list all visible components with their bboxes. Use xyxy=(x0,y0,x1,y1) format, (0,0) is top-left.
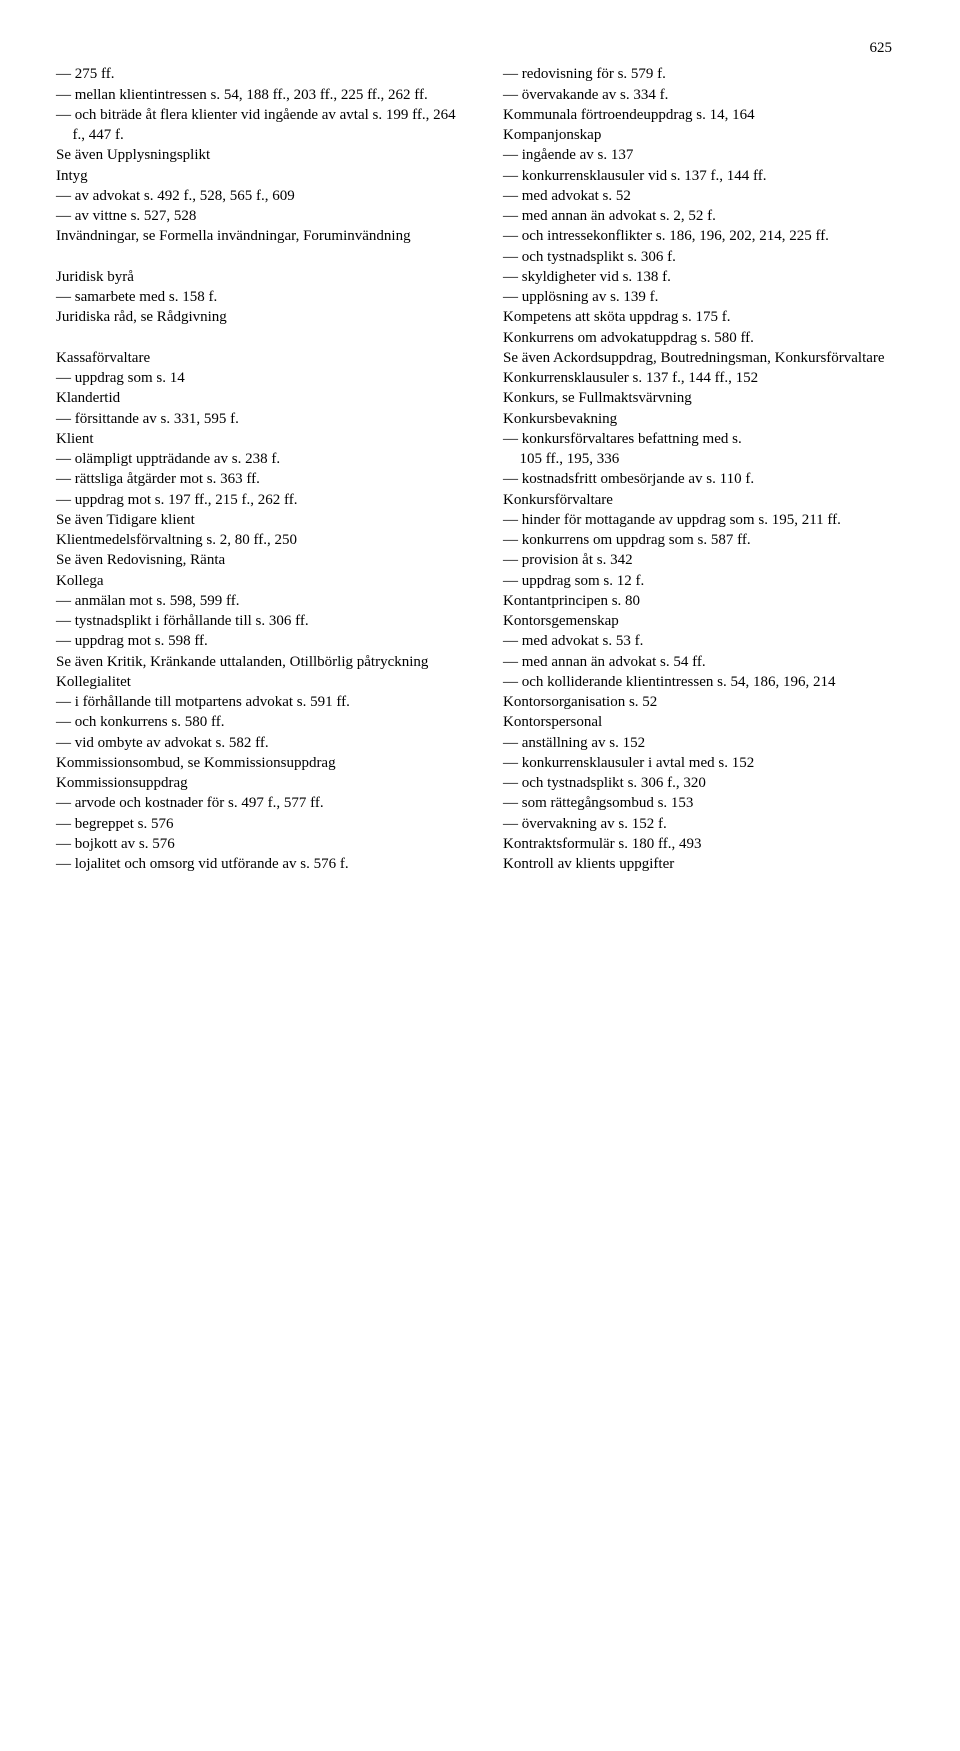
index-heading: Konkurrens om advokatuppdrag s. 580 ff. xyxy=(503,328,912,348)
blank-line xyxy=(56,247,465,267)
index-subentry: uppdrag mot s. 197 ff., 215 f., 262 ff. xyxy=(56,490,465,510)
index-heading: Klient xyxy=(56,429,465,449)
index-heading: Juridiska råd, se Rådgivning xyxy=(56,307,465,327)
index-heading: Se även Tidigare klient xyxy=(56,510,465,530)
index-subentry: anställning av s. 152 xyxy=(503,733,912,753)
index-heading: Kommunala förtroendeuppdrag s. 14, 164 xyxy=(503,105,912,125)
index-subentry: och konkurrens s. 580 ff. xyxy=(56,712,465,732)
index-heading: Kontantprincipen s. 80 xyxy=(503,591,912,611)
index-subentry: av vittne s. 527, 528 xyxy=(56,206,465,226)
index-heading: Klientmedelsförvaltning s. 2, 80 ff., 25… xyxy=(56,530,465,550)
index-heading: Se även Redovisning, Ränta xyxy=(56,550,465,570)
index-subentry: som rättegångsombud s. 153 xyxy=(503,793,912,813)
index-heading: Kontraktsformulär s. 180 ff., 493 xyxy=(503,834,912,854)
index-subentry: med advokat s. 52 xyxy=(503,186,912,206)
index-subentry: konkurrens om uppdrag som s. 587 ff. xyxy=(503,530,912,550)
index-subentry: skyldigheter vid s. 138 f. xyxy=(503,267,912,287)
index-heading: Klandertid xyxy=(56,388,465,408)
index-subentry: samarbete med s. 158 f. xyxy=(56,287,465,307)
index-heading: Kompanjonskap xyxy=(503,125,912,145)
index-subentry: uppdrag som s. 14 xyxy=(56,368,465,388)
page-number: 625 xyxy=(56,38,912,58)
index-subentry: ingående av s. 137 xyxy=(503,145,912,165)
index-subentry: övervakande av s. 334 f. xyxy=(503,85,912,105)
index-subentry: olämpligt uppträdande av s. 238 f. xyxy=(56,449,465,469)
index-subentry: med annan än advokat s. 54 ff. xyxy=(503,652,912,672)
index-heading: Se även Kritik, Kränkande uttalanden, Ot… xyxy=(56,652,465,672)
index-heading: Kontroll av klients uppgifter xyxy=(503,854,912,874)
index-heading: Kompetens att sköta uppdrag s. 175 f. xyxy=(503,307,912,327)
index-subentry: tystnadsplikt i förhållande till s. 306 … xyxy=(56,611,465,631)
right-column: redovisning för s. 579 f.övervakande av … xyxy=(503,64,912,874)
index-subentry: 275 ff. xyxy=(56,64,465,84)
index-heading: Konkurrensklausuler s. 137 f., 144 ff., … xyxy=(503,368,912,388)
index-subentry: vid ombyte av advokat s. 582 ff. xyxy=(56,733,465,753)
index-subentry: konkurrensklausuler vid s. 137 f., 144 f… xyxy=(503,166,912,186)
index-subentry: rättsliga åtgärder mot s. 363 ff. xyxy=(56,469,465,489)
index-subentry: och intressekonflikter s. 186, 196, 202,… xyxy=(503,226,912,246)
index-heading: Intyg xyxy=(56,166,465,186)
index-heading: Invändningar, se Formella invändningar, … xyxy=(56,226,465,246)
index-subentry: redovisning för s. 579 f. xyxy=(503,64,912,84)
index-subentry: i förhållande till motpartens advokat s.… xyxy=(56,692,465,712)
index-subentry: och tystnadsplikt s. 306 f., 320 xyxy=(503,773,912,793)
index-heading: Konkursbevakning xyxy=(503,409,912,429)
index-subentry: uppdrag som s. 12 f. xyxy=(503,571,912,591)
index-heading: Se även Ackordsuppdrag, Boutredningsman,… xyxy=(503,348,912,368)
blank-line xyxy=(56,328,465,348)
index-columns: 275 ff.mellan klientintressen s. 54, 188… xyxy=(56,64,912,874)
index-subentry: konkurrensklausuler i avtal med s. 152 xyxy=(503,753,912,773)
index-subentry: arvode och kostnader för s. 497 f., 577 … xyxy=(56,793,465,813)
index-heading: Konkursförvaltare xyxy=(503,490,912,510)
index-heading: Juridisk byrå xyxy=(56,267,465,287)
index-subentry: provision åt s. 342 xyxy=(503,550,912,570)
index-heading: Kommissionsuppdrag xyxy=(56,773,465,793)
index-subentry: 105 ff., 195, 336 xyxy=(503,449,912,469)
index-subentry: konkursförvaltares befattning med s. xyxy=(503,429,912,449)
index-subentry: av advokat s. 492 f., 528, 565 f., 609 xyxy=(56,186,465,206)
index-subentry: begreppet s. 576 xyxy=(56,814,465,834)
index-heading: Kommissionsombud, se Kommissionsuppdrag xyxy=(56,753,465,773)
index-subentry: med annan än advokat s. 2, 52 f. xyxy=(503,206,912,226)
index-subentry: med advokat s. 53 f. xyxy=(503,631,912,651)
index-heading: Se även Upplysningsplikt xyxy=(56,145,465,165)
index-subentry: och kolliderande klientintressen s. 54, … xyxy=(503,672,912,692)
left-column: 275 ff.mellan klientintressen s. 54, 188… xyxy=(56,64,465,874)
index-subentry: hinder för mottagande av uppdrag som s. … xyxy=(503,510,912,530)
index-subentry: försittande av s. 331, 595 f. xyxy=(56,409,465,429)
index-heading: Kollega xyxy=(56,571,465,591)
index-heading: Konkurs, se Fullmaktsvärvning xyxy=(503,388,912,408)
index-subentry: mellan klientintressen s. 54, 188 ff., 2… xyxy=(56,85,465,105)
index-subentry: kostnadsfritt ombesörjande av s. 110 f. xyxy=(503,469,912,489)
index-subentry: och biträde åt flera klienter vid ingåen… xyxy=(56,105,465,146)
index-heading: Kontorsorganisation s. 52 xyxy=(503,692,912,712)
index-heading: Kassaförvaltare xyxy=(56,348,465,368)
index-heading: Kontorspersonal xyxy=(503,712,912,732)
index-subentry: uppdrag mot s. 598 ff. xyxy=(56,631,465,651)
index-subentry: och tystnadsplikt s. 306 f. xyxy=(503,247,912,267)
index-subentry: anmälan mot s. 598, 599 ff. xyxy=(56,591,465,611)
index-subentry: lojalitet och omsorg vid utförande av s.… xyxy=(56,854,465,874)
index-heading: Kontorsgemenskap xyxy=(503,611,912,631)
index-subentry: upplösning av s. 139 f. xyxy=(503,287,912,307)
index-subentry: bojkott av s. 576 xyxy=(56,834,465,854)
index-subentry: övervakning av s. 152 f. xyxy=(503,814,912,834)
index-heading: Kollegialitet xyxy=(56,672,465,692)
